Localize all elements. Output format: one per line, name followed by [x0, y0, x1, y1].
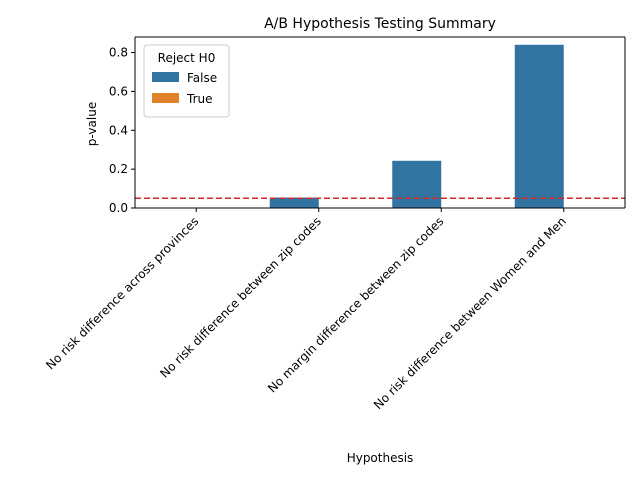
x-tick-label-0: No risk difference across provinces: [43, 214, 201, 372]
y-tick-label-2: 0.4: [109, 123, 128, 137]
x-axis-label: Hypothesis: [347, 451, 414, 465]
axes-layer: [134, 36, 626, 209]
legend-swatch-true: [152, 93, 179, 103]
legend-label-true: True: [186, 92, 213, 106]
bar-false-1: [269, 197, 319, 208]
y-tick-label-1: 0.2: [109, 162, 128, 176]
y-tick-label-4: 0.8: [109, 46, 128, 60]
legend-title: Reject H0: [158, 51, 216, 65]
bar-false-2: [392, 160, 442, 208]
x-tick-label-3: No risk difference between Women and Men: [371, 214, 569, 412]
bar-false-3: [514, 44, 564, 208]
y-tick-label-3: 0.6: [109, 84, 128, 98]
y-tick-label-0: 0.0: [109, 201, 128, 215]
legend-label-false: False: [187, 71, 217, 85]
legend-swatch-false: [152, 72, 179, 82]
ticks-layer: 0.0 0.2 0.4 0.6 0.8 No risk difference across…: [43, 46, 569, 413]
legend: Reject H0 False True: [143, 44, 230, 118]
chart-title: A/B Hypothesis Testing Summary: [264, 16, 496, 32]
y-axis-label: p-value: [85, 102, 99, 146]
bars-layer: [269, 44, 564, 208]
